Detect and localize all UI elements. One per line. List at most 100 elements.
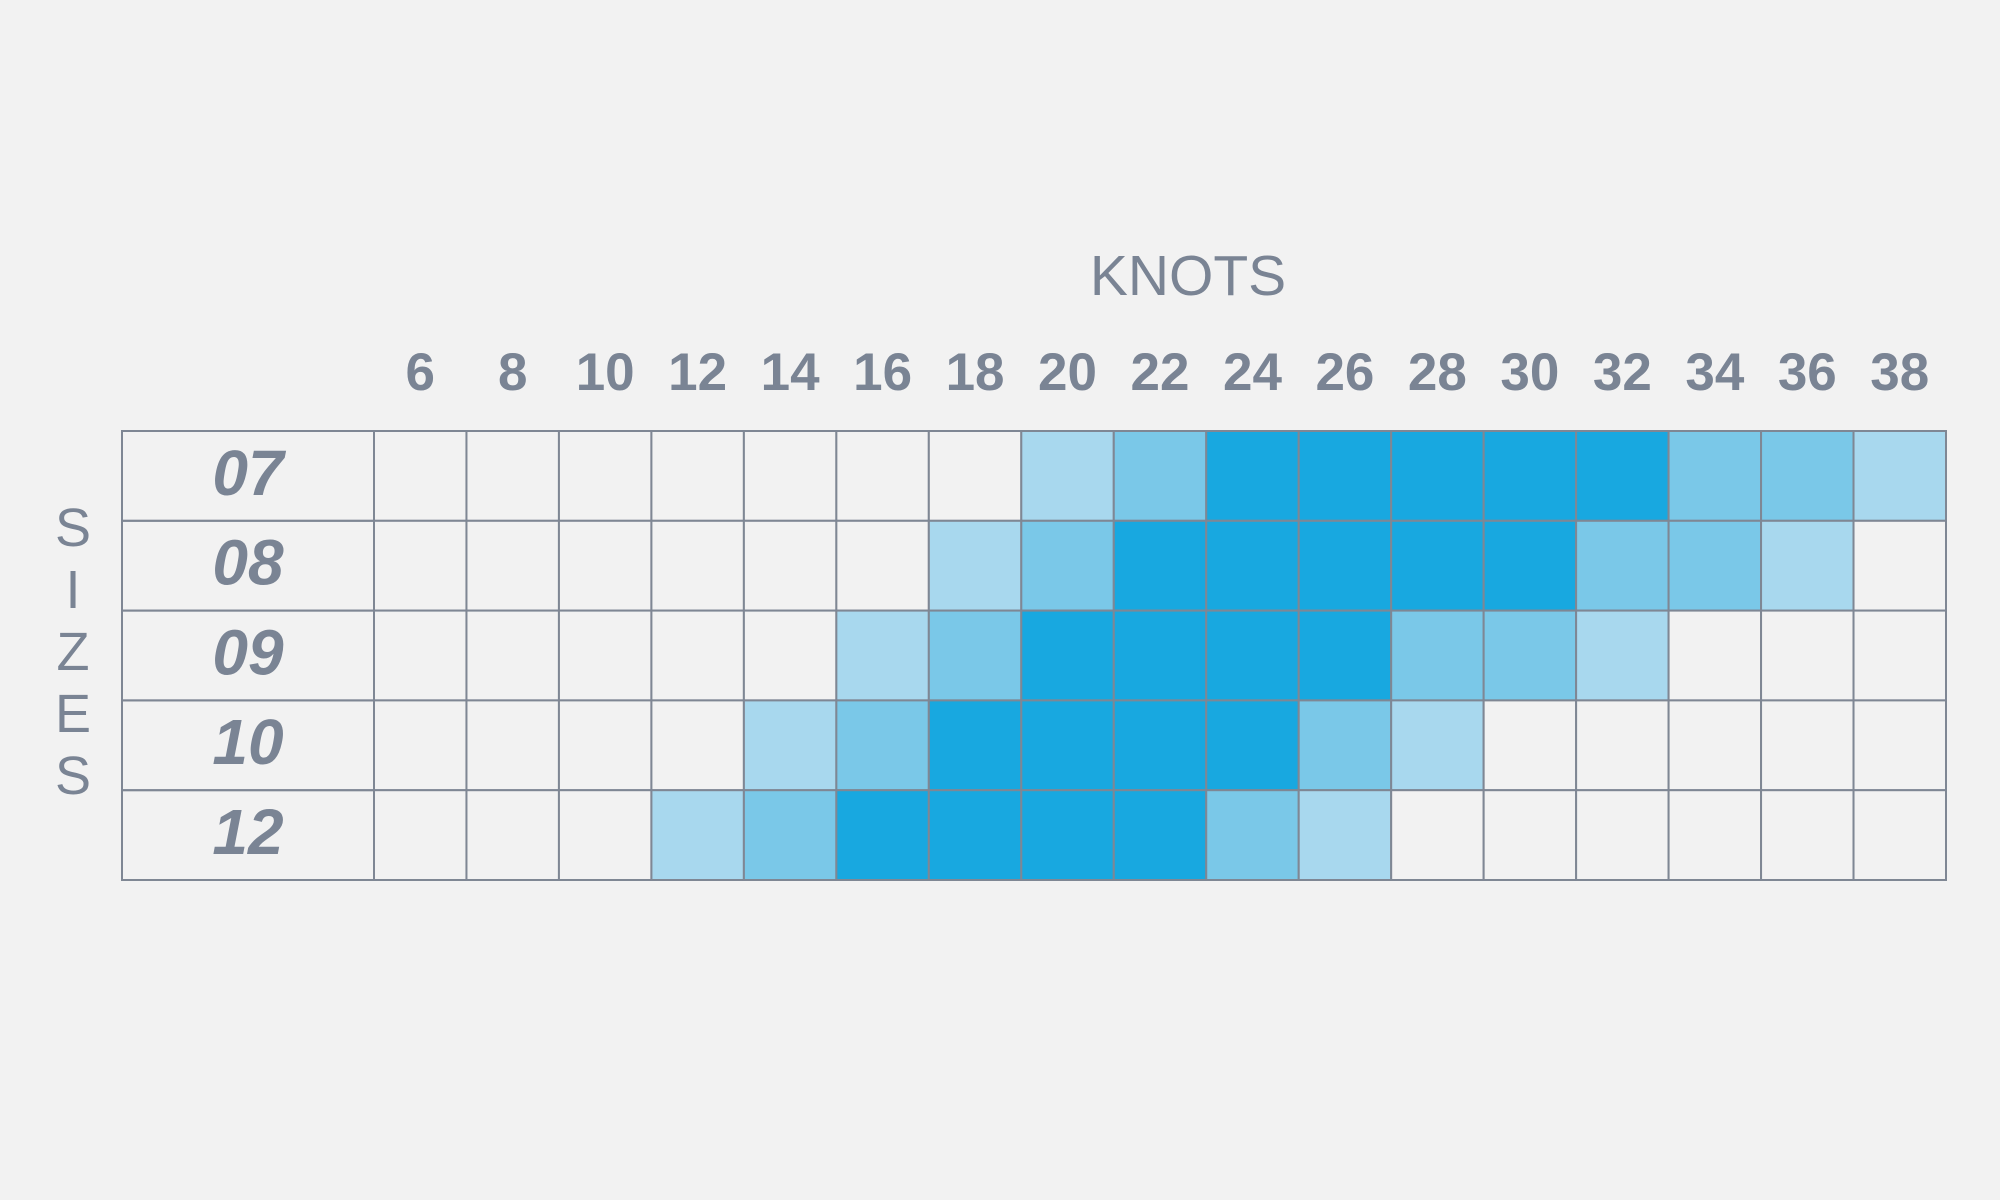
x-axis-title: KNOTS <box>1090 244 1286 308</box>
heat-cell <box>927 609 1023 702</box>
heat-cell <box>1205 699 1300 792</box>
x-tick-label: 32 <box>1593 343 1652 402</box>
heat-cell <box>1482 609 1578 702</box>
heat-cell <box>742 609 838 702</box>
x-tick-label: 16 <box>853 343 912 402</box>
heat-cell <box>1112 609 1208 702</box>
heat-cell <box>1020 699 1115 792</box>
heat-cell <box>1760 699 1855 792</box>
heat-cell <box>1852 789 1948 882</box>
heat-cell <box>1667 430 1763 522</box>
heat-cell <box>1575 789 1670 882</box>
heat-cell <box>1667 699 1763 792</box>
heat-cell <box>835 430 930 522</box>
heat-cell <box>1297 609 1393 702</box>
y-tick-label: 12 <box>212 796 283 868</box>
heat-cell <box>1852 699 1948 792</box>
heat-cell <box>835 789 930 882</box>
heat-cell <box>1390 430 1485 522</box>
heat-cell <box>650 519 745 612</box>
x-tick-label: 8 <box>498 343 527 402</box>
heat-cell <box>465 789 560 882</box>
heat-cell <box>1852 519 1948 612</box>
heat-cell <box>1020 789 1115 882</box>
heat-cell <box>1852 430 1948 522</box>
heat-cell <box>1760 519 1855 612</box>
heat-cell <box>557 789 653 882</box>
heat-cell <box>1297 789 1393 882</box>
heat-cell <box>557 609 653 702</box>
x-tick-label: 26 <box>1315 343 1374 402</box>
heat-cell <box>465 430 560 522</box>
heat-cell <box>1297 519 1393 612</box>
heat-cell <box>1390 609 1485 702</box>
heat-cell <box>650 699 745 792</box>
heat-cell <box>1112 699 1208 792</box>
heat-cell <box>650 430 745 522</box>
heat-cell <box>373 789 468 882</box>
heat-cell <box>373 519 468 612</box>
heat-cell <box>1390 789 1485 882</box>
heat-cell <box>557 519 653 612</box>
heat-cell <box>1205 519 1300 612</box>
heat-cell <box>1205 609 1300 702</box>
heat-cell <box>1297 699 1393 792</box>
heat-cell <box>1482 789 1578 882</box>
heat-cell <box>1575 430 1670 522</box>
x-tick-label: 28 <box>1408 343 1467 402</box>
heat-cell <box>1575 699 1670 792</box>
x-tick-label: 38 <box>1870 343 1929 402</box>
heat-cell <box>465 609 560 702</box>
heat-cell <box>927 699 1023 792</box>
heat-cell <box>835 609 930 702</box>
heat-cell <box>1575 519 1670 612</box>
heat-cell <box>742 430 838 522</box>
heat-cell <box>373 430 468 522</box>
heat-cell <box>1020 609 1115 702</box>
x-tick-label: 22 <box>1131 343 1190 402</box>
heat-cell <box>1205 789 1300 882</box>
heat-cell <box>1575 609 1670 702</box>
x-tick-label: 12 <box>668 343 727 402</box>
heat-cell <box>1760 789 1855 882</box>
heat-cell <box>1667 789 1763 882</box>
heat-cell <box>1205 430 1300 522</box>
heat-cell <box>927 519 1023 612</box>
heat-cell <box>927 430 1023 522</box>
x-tick-label: 10 <box>576 343 635 402</box>
heat-cell <box>835 699 930 792</box>
x-tick-label: 18 <box>946 343 1005 402</box>
y-axis-title: SIZES <box>54 498 92 806</box>
heat-cell <box>1112 430 1208 522</box>
heat-cell <box>1390 699 1485 792</box>
x-tick-label: 14 <box>761 343 820 402</box>
heat-cell <box>1112 789 1208 882</box>
y-tick-label: 09 <box>212 616 284 688</box>
heat-cell <box>465 519 560 612</box>
heat-cell <box>557 430 653 522</box>
heat-cell <box>650 789 745 882</box>
y-tick-label: 10 <box>212 706 283 778</box>
y-tick-label: 08 <box>212 527 284 599</box>
heat-cell <box>742 789 838 882</box>
heat-cell <box>742 699 838 792</box>
heat-cell <box>1760 430 1855 522</box>
heat-cell <box>1112 519 1208 612</box>
heat-cell <box>1020 430 1115 522</box>
y-tick-label: 07 <box>212 437 287 509</box>
heat-cell <box>465 699 560 792</box>
heat-cell <box>1297 430 1393 522</box>
x-tick-label: 30 <box>1500 343 1559 402</box>
heat-cell <box>1852 609 1948 702</box>
heat-cell <box>1482 430 1578 522</box>
heat-cell <box>557 699 653 792</box>
x-tick-label: 24 <box>1223 343 1282 402</box>
x-tick-label: 6 <box>405 343 434 402</box>
heat-cell <box>1020 519 1115 612</box>
heat-cell <box>1760 609 1855 702</box>
x-tick-label: 36 <box>1778 343 1837 402</box>
heat-cell <box>650 609 745 702</box>
heat-cell <box>1390 519 1485 612</box>
